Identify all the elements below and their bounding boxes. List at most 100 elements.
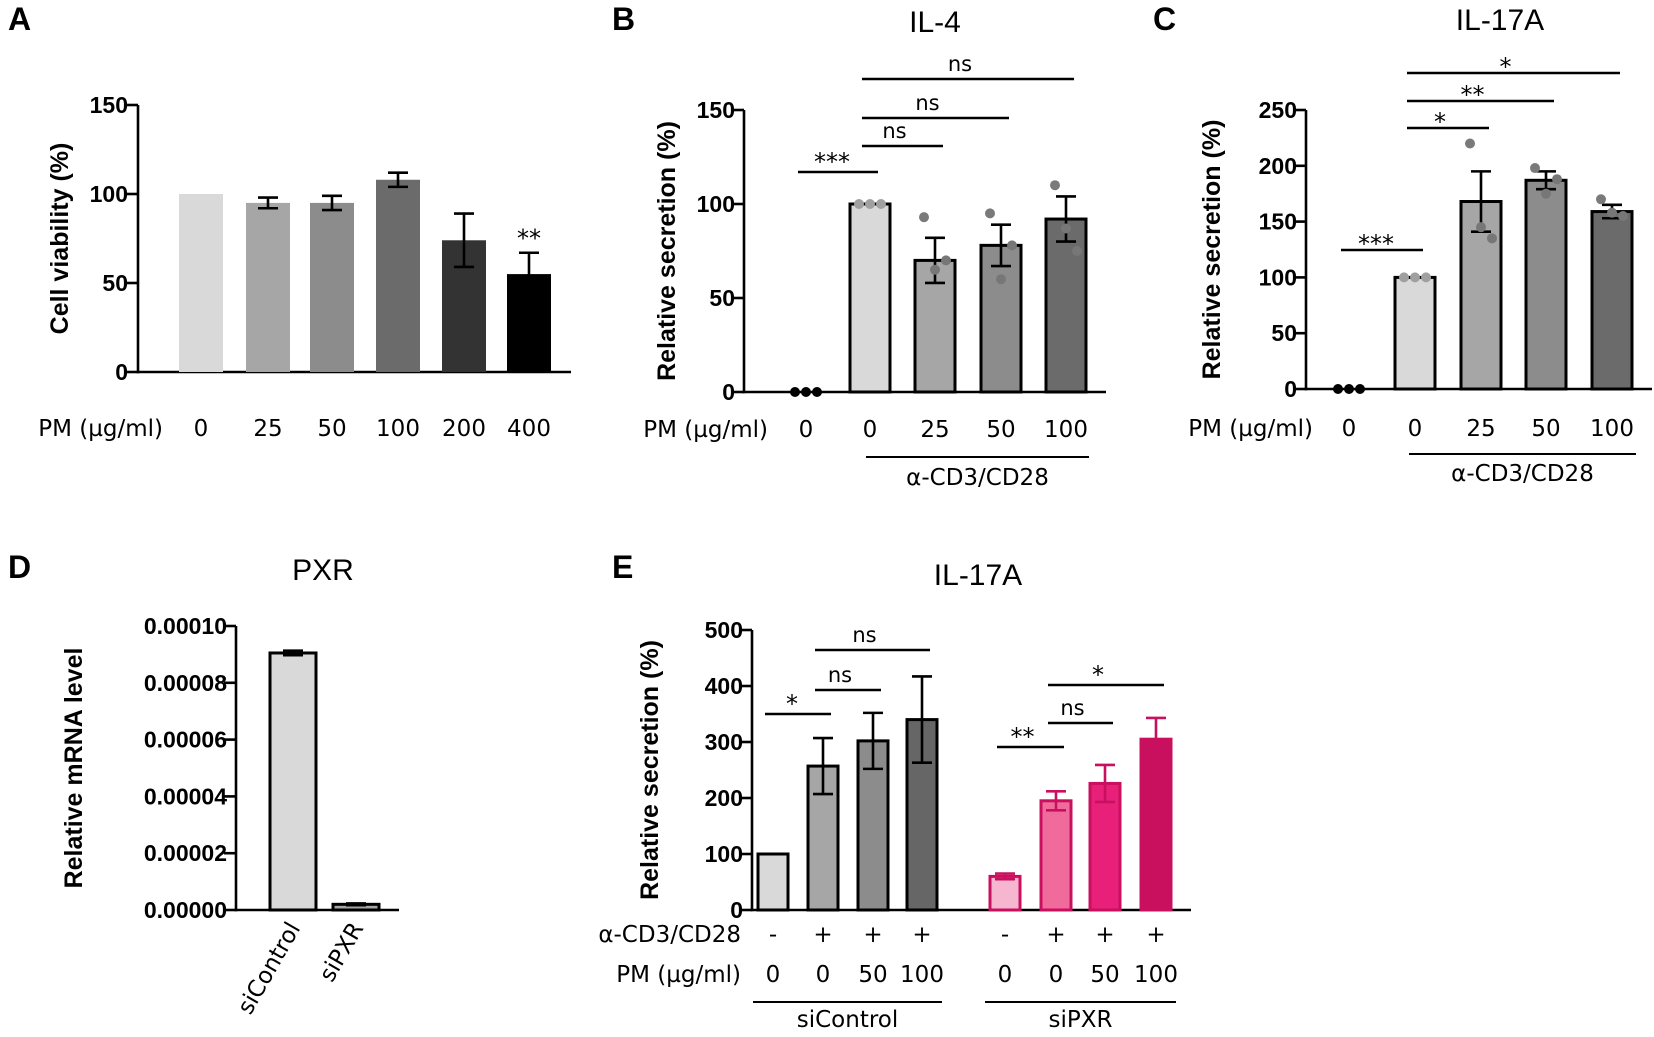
data-point <box>1618 211 1628 222</box>
significance-label: *** <box>1358 230 1394 258</box>
bar <box>310 202 354 372</box>
data-point <box>996 274 1006 285</box>
data-point <box>930 264 940 275</box>
x-tick-label: 0 <box>1049 962 1064 988</box>
group-label: α-CD3/CD28 <box>906 465 1049 491</box>
y-axis-label: Relative secretion (%) <box>636 640 664 900</box>
bar <box>1524 178 1568 391</box>
x-tick-label: 100 <box>1134 962 1178 988</box>
x-tick-label: 0 <box>799 417 814 443</box>
group-label: siControl <box>797 1007 899 1033</box>
y-tick-label: 0.00008 <box>144 670 227 696</box>
y-tick-label: 0.00002 <box>144 840 227 866</box>
significance-label: ** <box>1461 81 1485 109</box>
y-tick-label: 150 <box>697 97 735 123</box>
y-tick-label: 0.00006 <box>144 727 227 753</box>
y-tick-label: 400 <box>705 673 743 699</box>
x-tick-label: 0 <box>1342 416 1357 442</box>
data-point <box>1399 272 1409 283</box>
significance-label: ns <box>915 91 939 115</box>
y-tick-label: 0 <box>115 359 128 385</box>
x-tick-label: siPXR <box>315 918 370 986</box>
y-axis-label: Cell viability (%) <box>46 143 74 335</box>
bar <box>979 243 1023 394</box>
y-tick-label: 100 <box>697 191 735 217</box>
panel-letter: A <box>8 1 31 37</box>
significance-label: ns <box>852 623 876 647</box>
y-tick-label: 50 <box>1271 320 1297 346</box>
significance-label: ** <box>1011 723 1035 751</box>
data-point <box>1552 174 1562 185</box>
stim-label: + <box>813 922 832 948</box>
y-tick-label: 200 <box>705 785 743 811</box>
stim-label: + <box>912 922 931 948</box>
y-tick-label: 0.00000 <box>144 897 227 923</box>
x-tick-label: 0 <box>194 416 209 442</box>
x-row-label: PM (µg/ml) <box>643 417 768 443</box>
x-tick-label: 50 <box>858 962 887 988</box>
x-row-label: PM (µg/ml) <box>616 962 741 988</box>
data-point <box>854 199 864 209</box>
panel-letter: D <box>8 549 31 585</box>
significance-label: * <box>1092 661 1104 689</box>
x-tick-label: 100 <box>1044 417 1088 443</box>
y-tick-label: 300 <box>705 729 743 755</box>
row-label-stim: α-CD3/CD28 <box>598 922 741 948</box>
y-tick-label: 0.00004 <box>144 783 227 809</box>
chart-title: IL-4 <box>909 6 961 39</box>
bar <box>988 874 1022 912</box>
data-point <box>1344 384 1354 394</box>
bar <box>1393 275 1437 391</box>
y-tick-label: 50 <box>709 285 735 311</box>
significance-label: ** <box>517 225 541 253</box>
panel-letter: C <box>1153 1 1176 37</box>
stim-label: - <box>1001 922 1009 948</box>
data-point <box>1596 194 1606 205</box>
y-tick-label: 500 <box>705 617 743 643</box>
bar <box>1039 799 1073 912</box>
bar <box>1044 217 1088 394</box>
panel-letter: B <box>612 1 635 37</box>
data-point <box>1007 240 1017 251</box>
x-tick-label: 50 <box>986 417 1015 443</box>
x-tick-label: 25 <box>920 417 949 443</box>
data-point <box>1061 223 1071 234</box>
x-tick-label: 25 <box>253 416 282 442</box>
bar <box>376 179 420 372</box>
group-label: siPXR <box>1049 1007 1113 1033</box>
bar <box>246 202 290 372</box>
data-point <box>876 199 886 209</box>
chart-title: PXR <box>292 554 354 587</box>
data-point <box>865 199 875 209</box>
y-tick-label: 50 <box>102 270 128 296</box>
data-point <box>1410 272 1420 283</box>
stim-label: + <box>1046 922 1065 948</box>
significance-label: ns <box>882 119 906 143</box>
stim-label: + <box>1146 922 1165 948</box>
y-tick-label: 150 <box>90 92 128 118</box>
x-row-label: PM (µg/ml) <box>1188 416 1313 442</box>
y-tick-label: 100 <box>705 841 743 867</box>
y-tick-label: 200 <box>1259 153 1297 179</box>
y-axis-label: Relative secretion (%) <box>1198 120 1226 380</box>
bar <box>913 258 957 394</box>
x-tick-label: 50 <box>1090 962 1119 988</box>
data-point <box>941 255 951 266</box>
stim-label: - <box>769 922 777 948</box>
x-tick-label: 100 <box>900 962 944 988</box>
group-label: α-CD3/CD28 <box>1451 461 1594 487</box>
x-tick-label: 0 <box>816 962 831 988</box>
bar <box>268 651 318 912</box>
data-point <box>1487 233 1497 244</box>
y-tick-label: 0.00010 <box>144 613 227 639</box>
x-tick-label: 0 <box>1408 416 1423 442</box>
significance-label: * <box>1500 53 1512 81</box>
data-point <box>812 387 822 397</box>
stim-label: + <box>863 922 882 948</box>
data-point <box>1476 222 1486 233</box>
y-tick-label: 150 <box>1259 209 1297 235</box>
x-tick-label: 50 <box>1531 416 1560 442</box>
data-point <box>985 208 995 219</box>
y-tick-label: 100 <box>1259 264 1297 290</box>
